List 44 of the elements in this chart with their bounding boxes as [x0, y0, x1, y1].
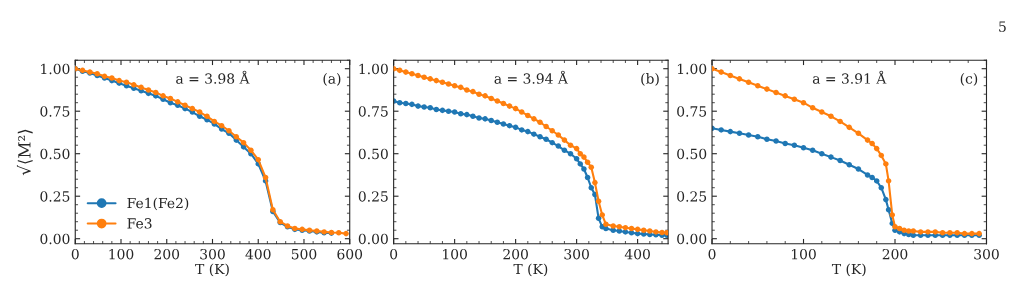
x-tick-label: 0	[390, 248, 398, 260]
y-tick-label: 1.00	[359, 63, 388, 75]
annotation: a = 3.94 Å	[494, 70, 569, 84]
x-tick-label: 200	[154, 248, 180, 260]
x-tick-label: 600	[337, 248, 363, 260]
x-tick-label: 0	[71, 248, 79, 260]
x-tick-label: 200	[882, 248, 908, 260]
annotation: (c)	[960, 73, 978, 86]
y-tick-label: 1.00	[677, 63, 707, 75]
x-tick-label: 400	[624, 248, 650, 260]
x-tick-label: 100	[109, 248, 134, 260]
x-tick-label: 500	[291, 248, 317, 260]
y-tick-label: 0.75	[677, 106, 707, 117]
y-tick-label: 0.00	[40, 233, 70, 245]
x-tick-label: 300	[200, 248, 225, 260]
annotation: a = 3.91 Å	[812, 70, 887, 84]
y-tick-label: 0.50	[40, 148, 70, 160]
y-tick-label: 0.50	[677, 148, 707, 160]
x-tick-label: 100	[791, 248, 816, 260]
x-tick-label: 200	[503, 248, 528, 260]
y-tick-label: 0.25	[40, 191, 70, 202]
y-tick-label: 0.00	[358, 233, 388, 245]
x-axis-title: T (K)	[831, 263, 866, 277]
y-axis-title: √⟨M²⟩	[16, 129, 33, 176]
x-tick-label: 100	[443, 248, 467, 260]
y-tick-label: 0.00	[677, 233, 707, 245]
y-tick-label: 0.25	[677, 191, 707, 202]
legend-label: Fe3	[127, 218, 152, 229]
x-tick-label: 0	[708, 248, 716, 260]
text: 5	[999, 21, 1006, 32]
annotation: (a)	[323, 73, 341, 86]
y-tick-label: 0.25	[358, 191, 388, 202]
x-tick-label: 300	[564, 248, 589, 260]
x-tick-label: 300	[974, 248, 999, 260]
y-tick-label: 0.75	[40, 106, 70, 117]
y-tick-label: 1.00	[41, 63, 70, 75]
y-tick-label: 0.75	[358, 106, 388, 117]
x-axis-title: T (K)	[513, 263, 548, 277]
legend-label: Fe1(Fe2)	[127, 197, 189, 211]
x-axis-title: T (K)	[195, 263, 229, 277]
x-tick-label: 400	[245, 248, 271, 260]
annotation: a = 3.98 Å	[176, 70, 250, 84]
y-tick-label: 0.50	[358, 148, 388, 160]
annotation: (b)	[641, 73, 659, 86]
